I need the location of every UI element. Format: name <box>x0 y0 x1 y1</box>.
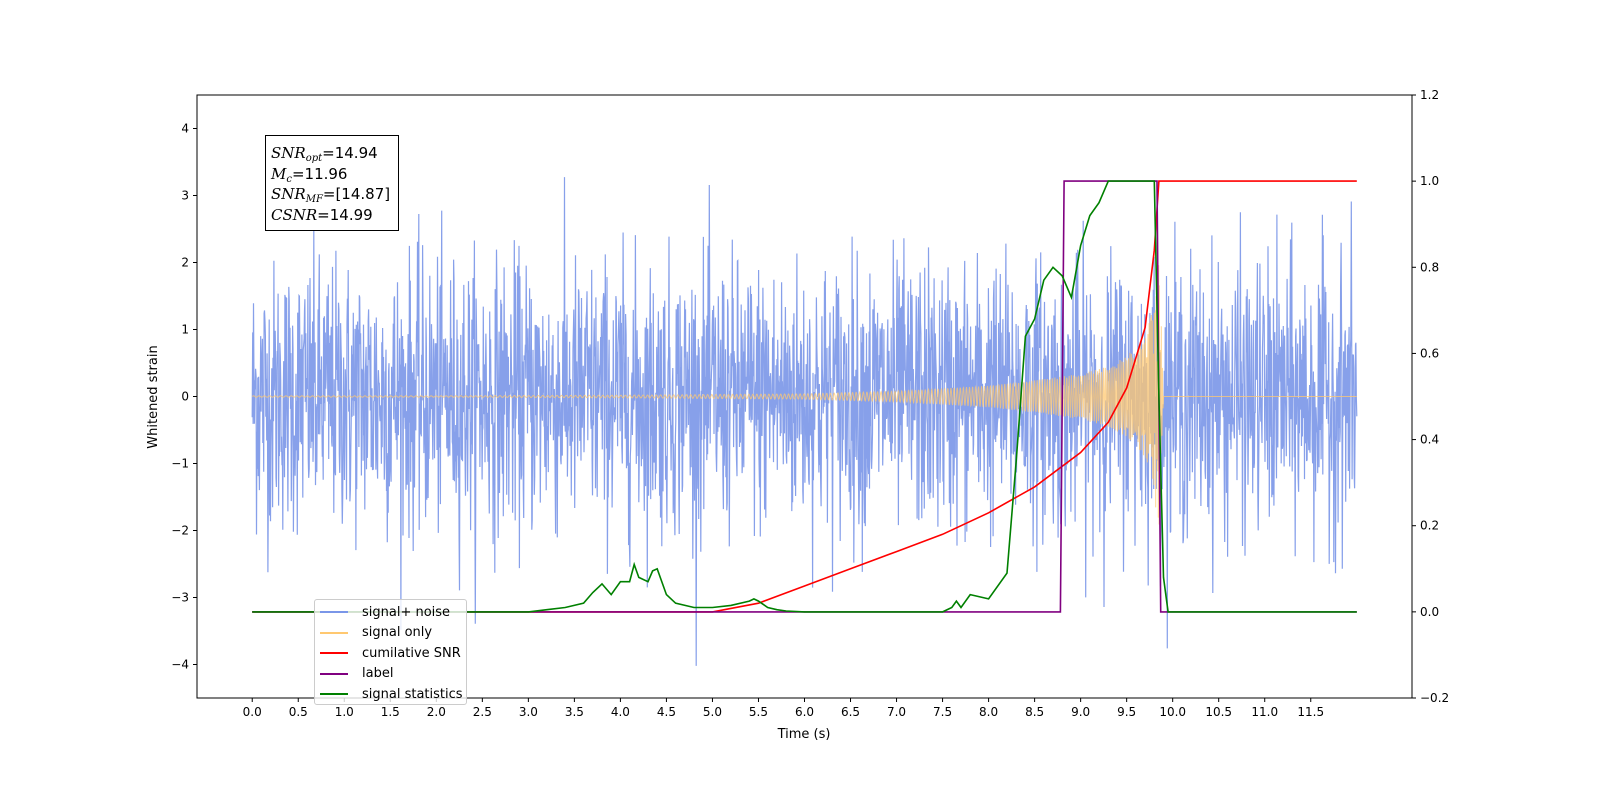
legend-label: signal only <box>362 625 433 641</box>
series-signal-noise <box>251 177 1358 666</box>
x-tick-label: 3.5 <box>565 705 584 719</box>
x-tick-label: 6.5 <box>841 705 860 719</box>
x-tick-label: 1.0 <box>335 705 354 719</box>
y-tick-label: 1 <box>181 323 189 337</box>
y-tick-label: −1 <box>171 457 189 471</box>
y-tick-label: 0 <box>181 390 189 404</box>
x-tick-label: 10.5 <box>1205 705 1232 719</box>
statistics-annotation-box: SNRopt=14.94 Mc=11.96 SNRMF=[14.87] CSNR… <box>265 135 399 231</box>
x-tick-label: 9.0 <box>1071 705 1090 719</box>
legend-swatch <box>320 631 348 634</box>
x-tick-label: 9.5 <box>1117 705 1136 719</box>
y2-tick-label: 0.4 <box>1420 433 1439 447</box>
y2-tick-label: −0.2 <box>1420 691 1449 705</box>
snr-mf-line: SNRMF=[14.87] <box>271 185 391 205</box>
y2-tick-label: 1.0 <box>1420 174 1439 188</box>
legend: signal+ noise signal only cumilative SNR… <box>314 599 467 705</box>
x-tick-label: 6.0 <box>795 705 814 719</box>
x-tick-label: 5.5 <box>749 705 768 719</box>
x-tick-label: 1.5 <box>381 705 400 719</box>
y-tick-label: −2 <box>171 524 189 538</box>
x-tick-label: 3.0 <box>519 705 538 719</box>
snr-opt-line: SNRopt=14.94 <box>271 144 378 164</box>
x-axis-label: Time (s) <box>777 727 831 742</box>
legend-label: signal statistics <box>362 686 463 702</box>
legend-label: cumilative SNR <box>362 645 461 661</box>
legend-swatch <box>320 672 348 675</box>
x-tick-label: 10.0 <box>1159 705 1186 719</box>
series-signal-statistics <box>252 180 1357 613</box>
legend-swatch <box>320 652 348 655</box>
x-tick-label: 11.0 <box>1251 705 1278 719</box>
ticks: 0.0 0.5 1.0 1.5 2.0 2.5 3.0 3.5 4.0 4.5 5.0 5.5 6.0 6… <box>171 88 1449 719</box>
x-tick-label: 11.5 <box>1297 705 1324 719</box>
x-tick-label: 0.5 <box>289 705 308 719</box>
x-tick-label: 4.5 <box>657 705 676 719</box>
legend-item: signal+ noise <box>315 602 466 623</box>
y2-tick-label: 1.2 <box>1420 88 1439 102</box>
legend-item: label <box>315 664 466 685</box>
plot-area <box>251 177 1358 666</box>
x-tick-label: 2.5 <box>473 705 492 719</box>
snr-opt-value: =14.94 <box>322 144 378 162</box>
y2-tick-label: 0.8 <box>1420 260 1439 274</box>
legend-item: signal statistics <box>315 684 466 705</box>
x-tick-label: 0.0 <box>243 705 262 719</box>
mc-line: Mc=11.96 <box>271 164 348 185</box>
x-tick-label: 8.0 <box>979 705 998 719</box>
x-tick-label: 2.0 <box>427 705 446 719</box>
snr-mf-value: =[14.87] <box>322 185 391 203</box>
y-tick-label: 4 <box>181 122 189 136</box>
y-tick-label: 2 <box>181 256 189 270</box>
y-tick-label: −4 <box>171 658 189 672</box>
legend-swatch <box>320 611 348 614</box>
series-cumulative-snr <box>252 180 1357 613</box>
y2-tick-label: 0.6 <box>1420 346 1439 360</box>
y-tick-label: −3 <box>171 591 189 605</box>
csnr-value: =14.99 <box>317 205 373 224</box>
x-tick-label: 4.0 <box>611 705 630 719</box>
series-signal-only <box>251 265 1357 525</box>
legend-label: label <box>362 666 394 682</box>
legend-label: signal+ noise <box>362 604 451 620</box>
legend-item: signal only <box>315 623 466 644</box>
y-tick-label: 3 <box>181 189 189 203</box>
x-tick-label: 8.5 <box>1025 705 1044 719</box>
y2-tick-label: 0.0 <box>1420 605 1439 619</box>
y-axis-label: Whitened strain <box>146 345 161 448</box>
y2-tick-label: 0.2 <box>1420 519 1439 533</box>
csnr-line: CSNR=14.99 <box>271 205 373 224</box>
mc-value: =11.96 <box>291 164 348 183</box>
x-tick-label: 7.0 <box>887 705 906 719</box>
legend-item: cumilative SNR <box>315 643 466 664</box>
x-tick-label: 7.5 <box>933 705 952 719</box>
x-tick-label: 5.0 <box>703 705 722 719</box>
legend-swatch <box>320 693 348 696</box>
